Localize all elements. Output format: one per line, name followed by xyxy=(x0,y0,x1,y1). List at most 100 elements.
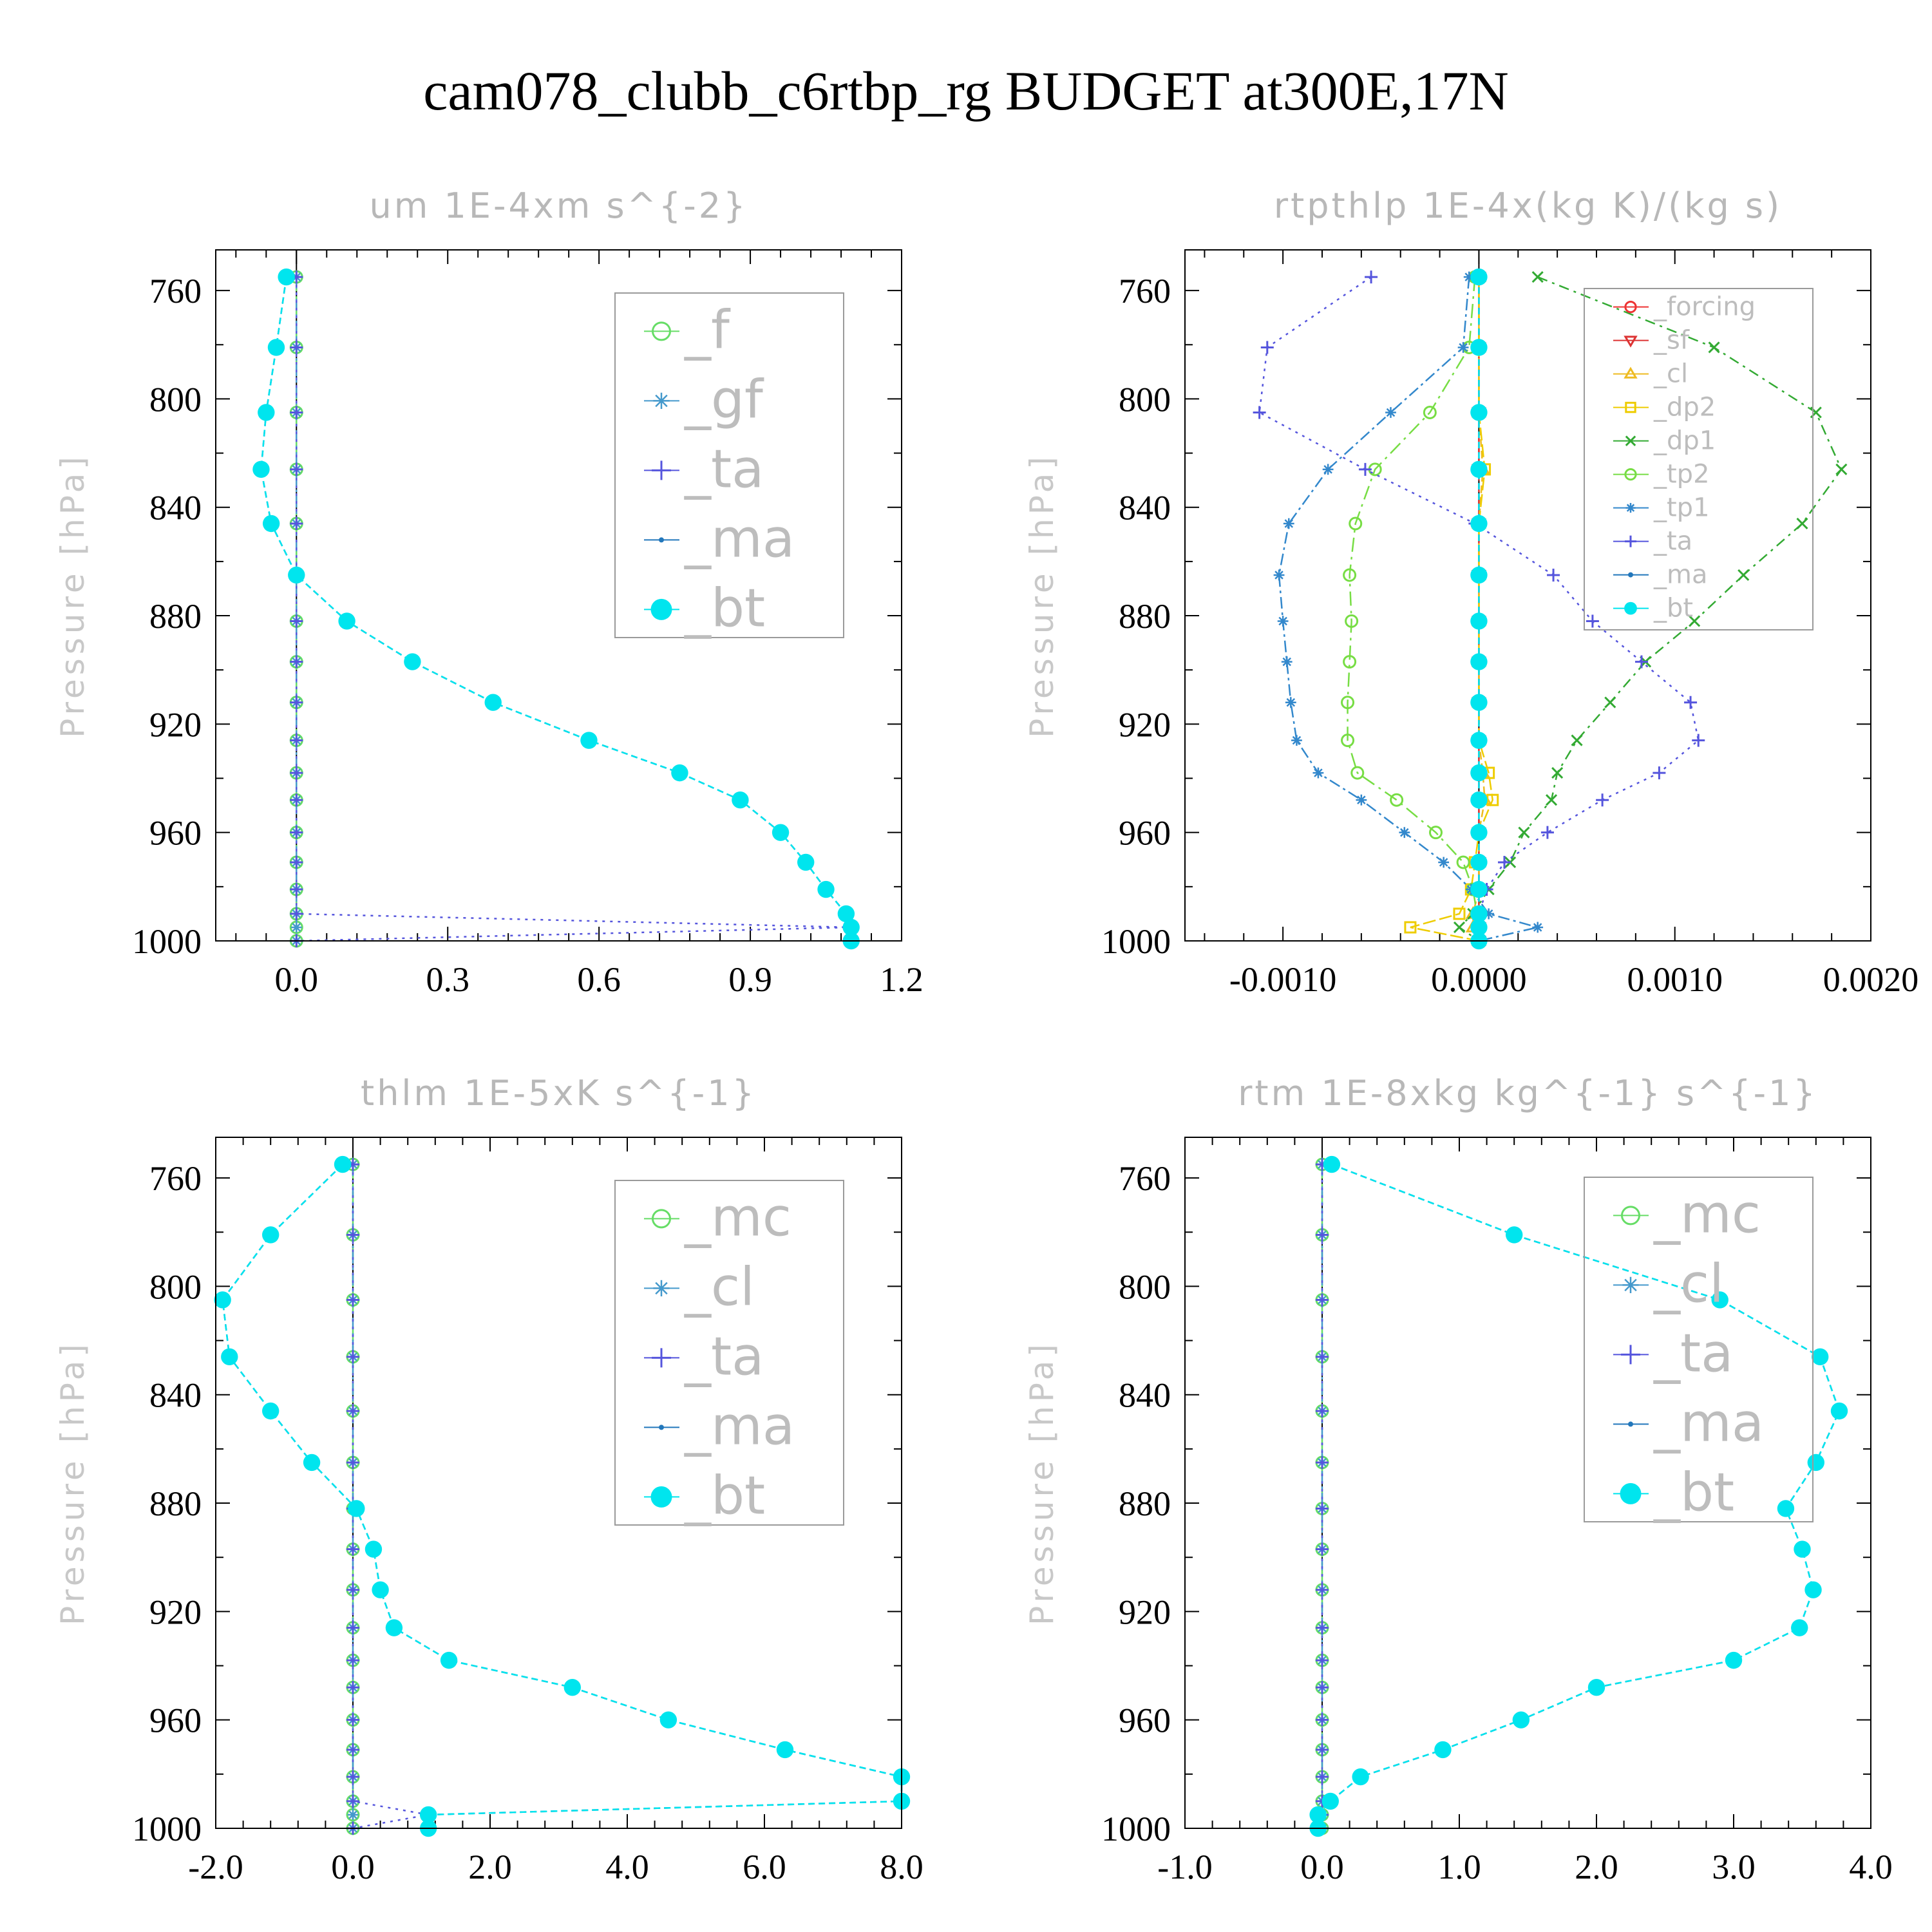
data-point xyxy=(1285,697,1296,708)
data-point xyxy=(1309,1806,1327,1824)
data-point xyxy=(346,1542,359,1556)
legend-box xyxy=(614,1180,844,1526)
data-point xyxy=(1358,462,1372,476)
x-tick-label: 1.0 xyxy=(1437,1848,1481,1886)
data-point xyxy=(346,1770,359,1784)
data-point xyxy=(659,1711,677,1728)
series-bt xyxy=(252,268,860,950)
data-point xyxy=(1316,1293,1329,1307)
data-point xyxy=(1835,463,1848,475)
y-tick-label: 840 xyxy=(1119,1376,1171,1415)
data-point xyxy=(1470,612,1488,630)
data-point xyxy=(1322,464,1334,475)
legend-label: _ma xyxy=(684,509,795,570)
data-point xyxy=(1453,907,1466,920)
y-tick-label: 920 xyxy=(149,705,202,744)
data-point xyxy=(346,1350,359,1363)
data-point xyxy=(334,1155,352,1173)
series-dp1 xyxy=(1453,271,1848,947)
panel-title: rtm 1E-8xkg kg^{-1} s^{-1} xyxy=(1238,1073,1818,1113)
legend-marker xyxy=(1621,1206,1640,1226)
data-point xyxy=(1711,1291,1728,1309)
legend-marker xyxy=(652,1348,671,1368)
legend-entry: _mc xyxy=(1613,1184,1761,1245)
y-tick-label: 840 xyxy=(149,1376,202,1415)
data-point xyxy=(671,764,688,782)
legend-marker xyxy=(1628,1421,1633,1427)
data-point xyxy=(1365,270,1378,284)
data-point xyxy=(1725,1651,1743,1669)
y-tick-label: 880 xyxy=(149,1484,202,1523)
data-point xyxy=(732,791,749,809)
ticks xyxy=(1185,250,1871,942)
legend-label: _ta xyxy=(684,1327,764,1388)
data-point xyxy=(1470,339,1488,356)
panel-title: um 1E-4xm s^{-2} xyxy=(370,185,748,226)
legend-label: _dp2 xyxy=(1653,392,1716,422)
data-point xyxy=(817,880,835,898)
data-point xyxy=(1316,1621,1329,1634)
data-point xyxy=(1316,1770,1329,1784)
data-point xyxy=(1438,857,1450,868)
data-point xyxy=(385,1619,403,1636)
plot-frame xyxy=(215,1137,902,1829)
data-point xyxy=(214,1291,231,1309)
legend-entry: _ta xyxy=(644,1327,764,1388)
data-point xyxy=(1483,908,1495,920)
data-point xyxy=(1316,1455,1329,1469)
y-tick-label: 920 xyxy=(1119,1593,1171,1631)
data-point xyxy=(1486,793,1499,806)
data-point xyxy=(1532,922,1544,933)
y-tick-label: 960 xyxy=(1119,814,1171,853)
y-tick-label: 1000 xyxy=(1101,922,1171,961)
series-ma xyxy=(220,1162,904,1831)
data-point xyxy=(1470,791,1488,809)
plot-frame xyxy=(1184,1137,1871,1829)
data-point xyxy=(1316,1654,1329,1667)
plot-frame xyxy=(1184,249,1871,942)
panel-4: rtm 1E-8xkg kg^{-1} s^{-1} Pressure [hPa]… xyxy=(1023,1073,1893,1886)
legend-label: _mc xyxy=(684,1188,791,1249)
data-point xyxy=(346,1743,359,1756)
legend-entry: _ma xyxy=(1613,1393,1764,1454)
data-point xyxy=(1385,407,1396,418)
data-point xyxy=(1463,271,1475,283)
legend-marker xyxy=(1625,435,1636,446)
data-point xyxy=(1551,767,1564,779)
legend-label: _ta xyxy=(1653,1323,1733,1385)
data-point xyxy=(1343,655,1357,669)
legend-marker xyxy=(650,1486,672,1508)
data-point xyxy=(1547,568,1560,582)
data-point xyxy=(290,793,303,807)
legend-label: _cl xyxy=(1653,359,1688,388)
y-tick-label: 800 xyxy=(1119,380,1171,419)
data-point xyxy=(1428,826,1443,840)
legend-marker xyxy=(1625,401,1636,413)
data-point xyxy=(338,612,355,630)
data-point xyxy=(1791,1619,1808,1636)
legend-entry: _tp1 xyxy=(1613,493,1710,522)
data-point xyxy=(1470,460,1488,478)
y-tick-label: 880 xyxy=(149,597,202,636)
data-point xyxy=(1470,653,1488,670)
series-tp2 xyxy=(1341,270,1486,948)
data-point xyxy=(1349,516,1363,531)
data-point xyxy=(1587,1678,1605,1696)
x-tick-label: 0.0020 xyxy=(1823,960,1919,999)
data-point xyxy=(1604,696,1616,708)
data-point xyxy=(1343,568,1357,582)
x-tick-label: -2.0 xyxy=(188,1848,243,1886)
series-line xyxy=(222,1164,903,1828)
legend-entry: _tp2 xyxy=(1613,459,1710,489)
y-tick-label: 920 xyxy=(149,1593,202,1631)
data-point xyxy=(1830,1402,1848,1420)
legend-label: _bt xyxy=(684,578,765,639)
panel-title: rtpthlp 1E-4x(kg K)/(kg s) xyxy=(1274,185,1782,226)
data-point xyxy=(1345,614,1359,628)
legend-label: _tp2 xyxy=(1653,459,1710,489)
data-point xyxy=(346,1404,359,1417)
data-point xyxy=(278,268,295,286)
legend-label: _ta xyxy=(1653,526,1692,556)
data-point xyxy=(1291,735,1302,746)
data-point xyxy=(1341,696,1355,710)
